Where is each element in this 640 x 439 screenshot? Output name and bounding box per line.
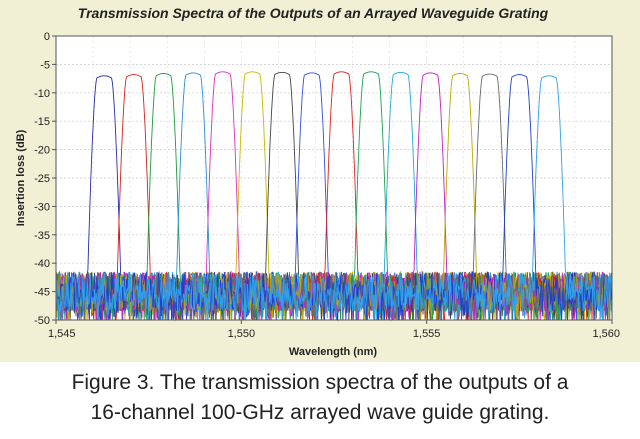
y-axis-label: Insertion loss (dB) [15,129,27,226]
y-tick-label: 0 [44,31,50,43]
awg-spectra-chart: Transmission Spectra of the Outputs of a… [15,5,620,358]
y-tick-labels: 0 -5 -10 -15 -20 -25 -30 -35 -40 -45 -50 [34,31,56,327]
y-tick-label: -40 [34,258,50,270]
series-lines [55,71,613,322]
x-tick-labels: 1,545 1,550 1,555 1,560 [48,320,620,340]
x-tick-label: 1,555 [413,328,441,340]
x-axis-label: Wavelength (nm) [289,346,378,358]
y-tick-label: -20 [34,145,50,157]
caption-line-1: Figure 3. The transmission spectra of th… [71,371,569,394]
chart-title: Transmission Spectra of the Outputs of a… [78,5,549,21]
y-tick-label: -25 [34,173,50,185]
y-tick-label: -15 [34,116,50,128]
y-tick-label: -10 [34,88,50,100]
x-tick-label: 1,550 [228,328,256,340]
x-tick-label: 1,560 [592,328,620,340]
x-tick-label: 1,545 [48,328,76,340]
y-tick-label: -5 [40,59,50,71]
y-tick-label: -30 [34,201,50,213]
y-tick-label: -50 [34,315,50,327]
figure-caption: Figure 3. The transmission spectra of th… [0,362,640,439]
y-tick-label: -35 [34,230,50,242]
figure-panel: Transmission Spectra of the Outputs of a… [0,0,640,362]
caption-line-2: 16-channel 100-GHz arrayed wave guide gr… [90,401,550,424]
y-tick-label: -45 [34,287,50,299]
channel-15-spectrum [55,74,613,321]
